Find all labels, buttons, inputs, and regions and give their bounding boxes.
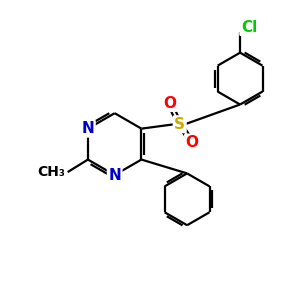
Text: CH₃: CH₃ [37,165,65,179]
Text: S: S [174,117,185,132]
Text: O: O [186,135,199,150]
Text: N: N [108,167,121,182]
Text: Cl: Cl [241,20,257,34]
Text: N: N [82,121,94,136]
Text: O: O [163,95,176,110]
